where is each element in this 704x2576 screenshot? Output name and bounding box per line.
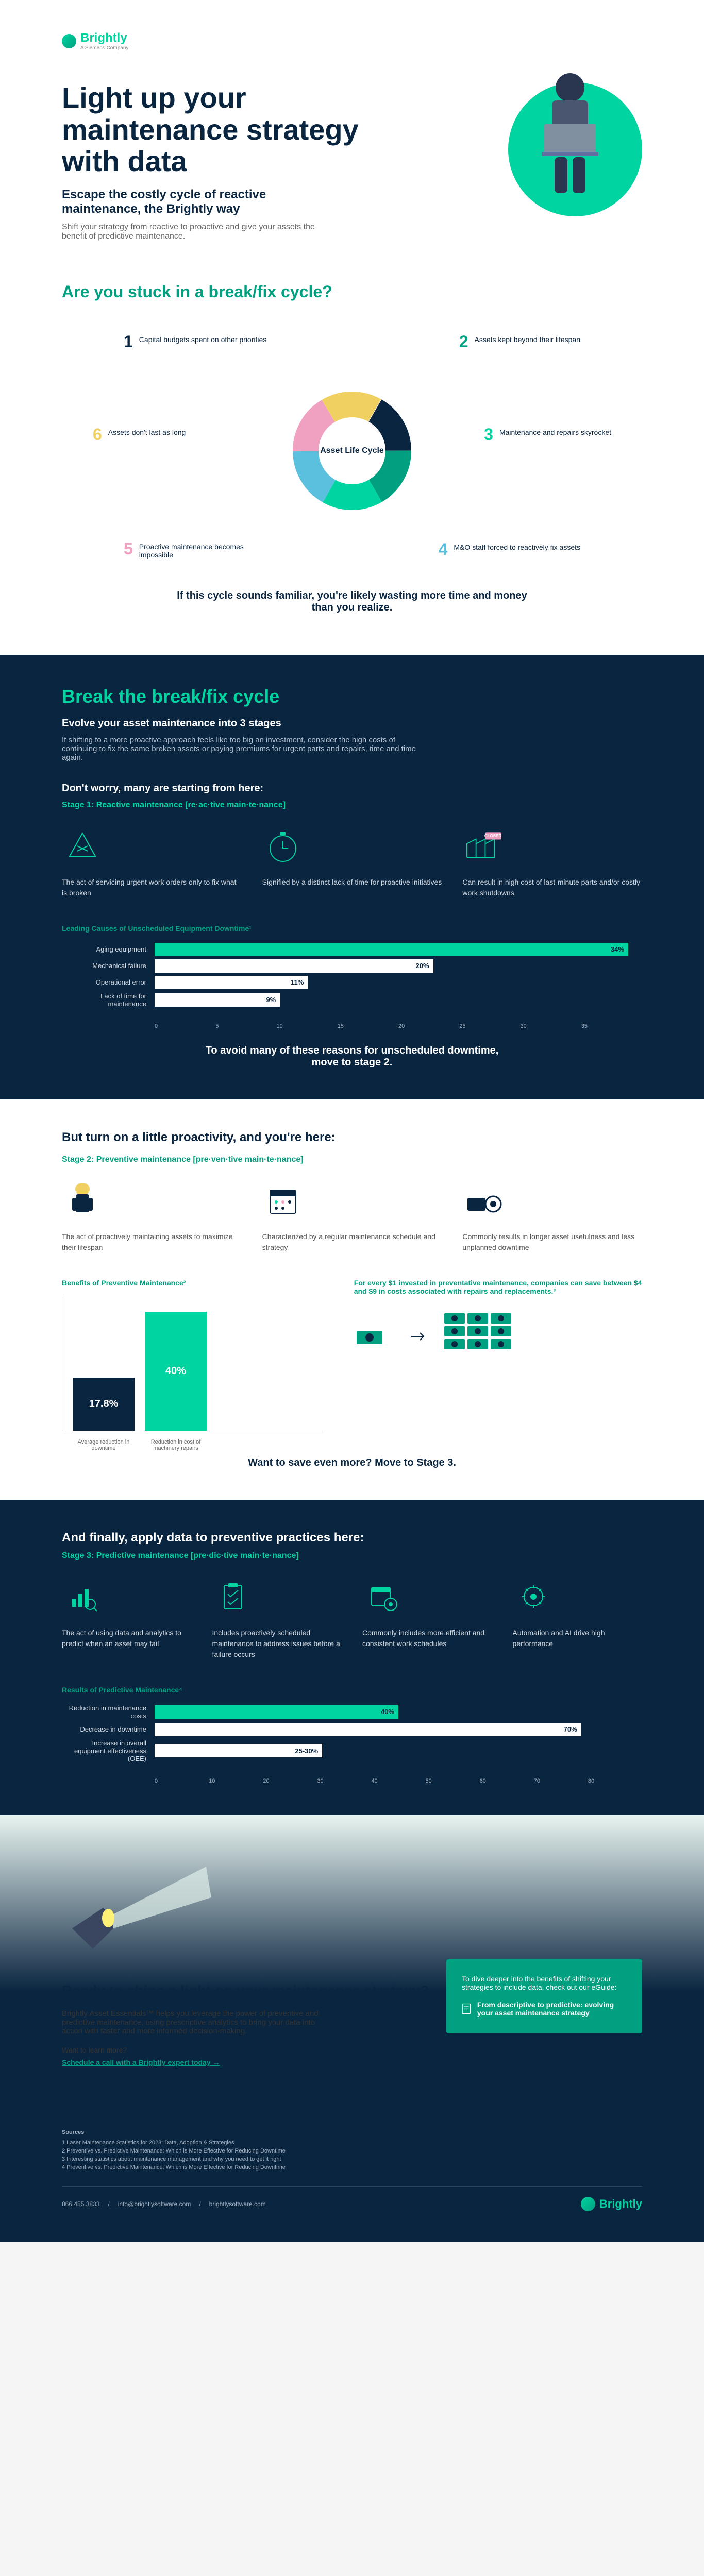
logo-mark-icon (62, 34, 76, 48)
stage3-card-4: Automation and AI drive high performance (513, 1576, 643, 1660)
sources-list: Sources 1 Laser Maintenance Statistics f… (62, 2129, 642, 2171)
footer-logo-mark-icon (581, 2197, 595, 2211)
stopwatch-icon (262, 825, 304, 867)
cta-box: To dive deeper into the benefits of shif… (446, 1959, 642, 2033)
warning-tools-icon (62, 825, 103, 867)
cta-section: Ready to shine a light on your maintenan… (0, 1815, 704, 2109)
brand-tagline: A Siemens Company (80, 45, 128, 51)
footer-logo: Brightly (581, 2197, 642, 2211)
maintenance-worker-icon (62, 1180, 103, 1221)
chart-bar: Reduction in maintenance costs40% (62, 1704, 642, 1720)
chart-bar: Decrease in downtime70% (62, 1723, 642, 1736)
cta-box-text: To dive deeper into the benefits of shif… (462, 1975, 627, 1991)
chart-bar: Increase in overall equipment effectiven… (62, 1739, 642, 1762)
cycle-item-3: 3 Maintenance and repairs skyrocket (467, 425, 611, 444)
stage3-chart-title: Results of Predictive Maintenance⁴ (62, 1686, 642, 1694)
footer-phone: 866.455.3833 (62, 2200, 99, 2208)
cycle-footer: If this cycle sounds familiar, you're li… (172, 590, 532, 614)
stage1-title: Break the break/fix cycle (62, 686, 642, 707)
chart-bar: Operational error11% (62, 976, 642, 989)
hero-illustration (488, 62, 642, 216)
stage1-chart-axis: 05101520253035 (155, 1023, 642, 1029)
factory-closed-icon: CLOSED (462, 825, 504, 867)
cta-learn-more: Want to learn more? (62, 2046, 642, 2054)
stage1-chart: Aging equipment34% Mechanical failure20% O… (62, 943, 642, 1008)
stage2-savings: For every $1 invested in preventative ma… (354, 1279, 642, 1362)
stage1-worry: Don't worry, many are starting from here… (62, 783, 642, 794)
stage3-card-3: Commonly includes more efficient and con… (362, 1576, 492, 1660)
ai-gear-icon (513, 1576, 554, 1617)
cta-box-link[interactable]: From descriptive to predictive: evolving… (462, 1999, 627, 2018)
stage3-icon-row: The act of using data and analytics to p… (62, 1576, 642, 1660)
brand-name: Brightly (80, 31, 127, 45)
chart-bar: Lack of time for maintenance9% (62, 992, 642, 1008)
stage3-section: And finally, apply data to preventive pr… (0, 1500, 704, 1815)
stage1-card-2: Signified by a distinct lack of time for… (262, 825, 442, 899)
stage1-section: Break the break/fix cycle Evolve your as… (0, 655, 704, 1099)
flashlight-icon (62, 1856, 216, 1959)
hero-section: Brightly A Siemens Company Light up your… (0, 0, 704, 262)
stage2-benefits: Benefits of Preventive Maintenance² 17.8… (62, 1279, 642, 1431)
cta-schedule-link[interactable]: Schedule a call with a Brightly expert t… (62, 2058, 220, 2066)
stage1-card-3: CLOSED Can result in high cost of last-m… (462, 825, 642, 899)
hero-title: Light up your maintenance strategy with … (62, 82, 371, 177)
stage2-icon-row: The act of proactively maintaining asset… (62, 1180, 642, 1253)
stage1-label: Stage 1: Reactive maintenance [re·ac·tiv… (62, 801, 642, 810)
stage3-chart-axis: 01020304050607080 (155, 1778, 642, 1784)
stage2-card-2: Characterized by a regular maintenance s… (262, 1180, 442, 1253)
brand-logo: Brightly A Siemens Company (62, 31, 642, 51)
cta-body: Brightly Asset Essentials™ helps you lev… (62, 2009, 320, 2036)
stage3-card-2: Includes proactively scheduled maintenan… (212, 1576, 342, 1660)
footer-email: info@brightlysoftware.com (118, 2200, 191, 2208)
hero-body: Shift your strategy from reactive to pro… (62, 223, 320, 241)
cycle-center-label: Asset Life Cycle (320, 446, 384, 455)
stage1-chart-title: Leading Causes of Unscheduled Equipment … (62, 924, 642, 933)
money-illustration-icon (354, 1311, 642, 1362)
page-footer: Sources 1 Laser Maintenance Statistics f… (0, 2109, 704, 2242)
stage1-body: If shifting to a more proactive approach… (62, 736, 423, 762)
chart-bar: 40%Reduction in cost of machinery repair… (145, 1312, 207, 1431)
stage2-card-3: Commonly results in longer asset usefuln… (462, 1180, 642, 1253)
stage3-label: Stage 3: Predictive maintenance [pre·dic… (62, 1551, 642, 1561)
pump-machine-icon (462, 1180, 504, 1221)
stage3-card-1: The act of using data and analytics to p… (62, 1576, 192, 1660)
chart-bar: Mechanical failure20% (62, 959, 642, 973)
hero-subtitle: Escape the costly cycle of reactive main… (62, 188, 320, 216)
stage2-section: But turn on a little proactivity, and yo… (0, 1099, 704, 1500)
svg-text:CLOSED: CLOSED (484, 834, 502, 838)
person-laptop-icon (513, 62, 627, 206)
chart-bar: 17.8%Average reduction in downtime (73, 1378, 135, 1431)
stage2-footer: Want to save even more? Move to Stage 3. (62, 1457, 642, 1469)
cycle-item-6: 6 Assets don't last as long (93, 425, 237, 444)
stage2-card-1: The act of proactively maintaining asset… (62, 1180, 242, 1253)
stage1-card-1: The act of servicing urgent work orders … (62, 825, 242, 899)
cycle-item-4: 4 M&O staff forced to reactively fix ass… (436, 540, 580, 559)
cycle-item-5: 5 Proactive maintenance becomes impossib… (124, 539, 268, 559)
footer-url: brightlysoftware.com (209, 2200, 266, 2208)
stage1-footer: To avoid many of these reasons for unsch… (197, 1045, 507, 1069)
cycle-title: Are you stuck in a break/fix cycle? (62, 282, 642, 301)
stage2-title: But turn on a little proactivity, and yo… (62, 1130, 642, 1145)
stage2-chart: Benefits of Preventive Maintenance² 17.8… (62, 1279, 323, 1431)
stage1-subtitle: Evolve your asset maintenance into 3 sta… (62, 718, 642, 730)
calendar-gear-icon (362, 1576, 404, 1617)
chart-bar: Aging equipment34% (62, 943, 642, 956)
document-icon (462, 1999, 471, 2018)
cycle-item-2: 2 Assets kept beyond their lifespan (436, 332, 580, 351)
calendar-icon (262, 1180, 304, 1221)
cycle-diagram: 1 Capital budgets spent on other priorit… (62, 322, 642, 580)
cycle-section: Are you stuck in a break/fix cycle? 1 Ca… (0, 262, 704, 655)
analytics-icon (62, 1576, 103, 1617)
cycle-item-1: 1 Capital budgets spent on other priorit… (124, 332, 268, 351)
stage3-chart: Reduction in maintenance costs40% Decreas… (62, 1704, 642, 1762)
footer-bar: 866.455.3833 / info@brightlysoftware.com… (62, 2186, 642, 2211)
stage1-icon-row: The act of servicing urgent work orders … (62, 825, 642, 899)
stage3-title: And finally, apply data to preventive pr… (62, 1531, 642, 1545)
clipboard-check-icon (212, 1576, 254, 1617)
stage2-label: Stage 2: Preventive maintenance [pre·ven… (62, 1155, 642, 1164)
